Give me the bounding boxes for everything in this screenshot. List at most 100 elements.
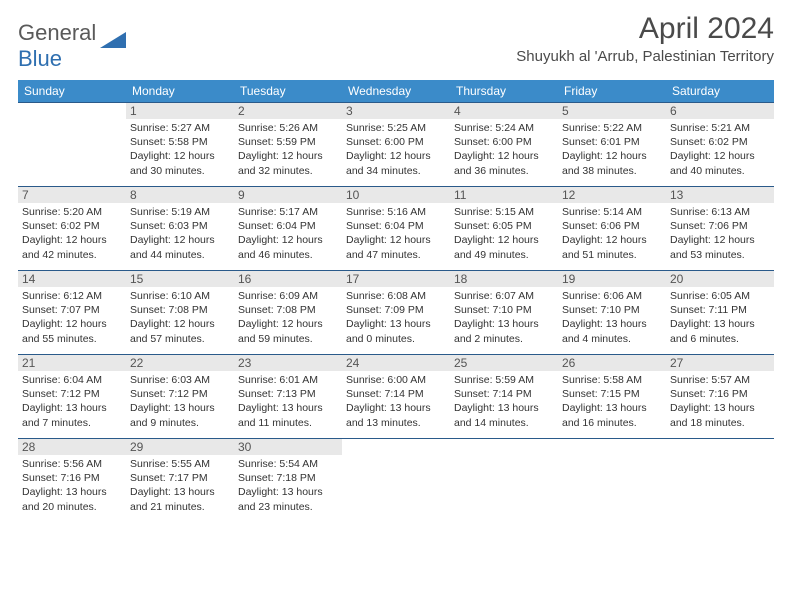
calendar-cell: 28Sunrise: 5:56 AMSunset: 7:16 PMDayligh… <box>18 439 126 523</box>
sunset-text: Sunset: 7:16 PM <box>670 387 770 401</box>
calendar-cell: 27Sunrise: 5:57 AMSunset: 7:16 PMDayligh… <box>666 355 774 439</box>
calendar-row: 1 Sunrise: 5:27 AMSunset: 5:58 PMDaylight… <box>18 103 774 187</box>
daylight-text: Daylight: 12 hours <box>238 317 338 331</box>
day-header: Tuesday <box>234 80 342 103</box>
day-details: Sunrise: 5:58 AMSunset: 7:15 PMDaylight:… <box>562 373 662 430</box>
day-details: Sunrise: 5:16 AMSunset: 6:04 PMDaylight:… <box>346 205 446 262</box>
sunrise-text: Sunrise: 5:19 AM <box>130 205 230 219</box>
calendar-cell: 19 Sunrise: 6:06 AMSunset: 7:10 PMDayligh… <box>558 271 666 355</box>
calendar-cell: 26 Sunrise: 5:58 AMSunset: 7:15 PMDayligh… <box>558 355 666 439</box>
daylight-text: and 51 minutes. <box>562 248 662 262</box>
daylight-text: and 23 minutes. <box>238 500 338 514</box>
day-details: Sunrise: 5:19 AMSunset: 6:03 PMDaylight:… <box>130 205 230 262</box>
daylight-text: and 2 minutes. <box>454 332 554 346</box>
daylight-text: Daylight: 12 hours <box>130 149 230 163</box>
day-number: 19 <box>558 271 666 287</box>
day-details: Sunrise: 5:55 AMSunset: 7:17 PMDaylight:… <box>130 457 230 514</box>
calendar-cell: 3Sunrise: 5:25 AMSunset: 6:00 PMDaylight… <box>342 103 450 187</box>
day-number: 14 <box>18 271 126 287</box>
sunset-text: Sunset: 6:06 PM <box>562 219 662 233</box>
calendar-cell: 15 Sunrise: 6:10 AMSunset: 7:08 PMDayligh… <box>126 271 234 355</box>
sunset-text: Sunset: 7:14 PM <box>346 387 446 401</box>
daylight-text: and 0 minutes. <box>346 332 446 346</box>
month-title: April 2024 <box>516 12 774 46</box>
day-details: Sunrise: 5:27 AMSunset: 5:58 PMDaylight:… <box>130 121 230 178</box>
day-details: Sunrise: 6:00 AMSunset: 7:14 PMDaylight:… <box>346 373 446 430</box>
day-header: Friday <box>558 80 666 103</box>
calendar-row: 28Sunrise: 5:56 AMSunset: 7:16 PMDayligh… <box>18 439 774 523</box>
day-number: 23 <box>234 355 342 371</box>
day-number: 4 <box>450 103 558 119</box>
day-number: 20 <box>666 271 774 287</box>
day-details: Sunrise: 6:10 AMSunset: 7:08 PMDaylight:… <box>130 289 230 346</box>
calendar-cell: 8Sunrise: 5:19 AMSunset: 6:03 PMDaylight… <box>126 187 234 271</box>
daylight-text: Daylight: 13 hours <box>670 401 770 415</box>
day-number: 15 <box>126 271 234 287</box>
sunset-text: Sunset: 6:04 PM <box>238 219 338 233</box>
sunrise-text: Sunrise: 6:04 AM <box>22 373 122 387</box>
calendar-row: 21Sunrise: 6:04 AMSunset: 7:12 PMDayligh… <box>18 355 774 439</box>
daylight-text: Daylight: 12 hours <box>238 233 338 247</box>
calendar-cell: 23Sunrise: 6:01 AMSunset: 7:13 PMDayligh… <box>234 355 342 439</box>
day-number: 18 <box>450 271 558 287</box>
daylight-text: Daylight: 13 hours <box>346 317 446 331</box>
calendar-cell: 24Sunrise: 6:00 AMSunset: 7:14 PMDayligh… <box>342 355 450 439</box>
calendar-cell: 11Sunrise: 5:15 AMSunset: 6:05 PMDayligh… <box>450 187 558 271</box>
daylight-text: and 6 minutes. <box>670 332 770 346</box>
logo-triangle-icon <box>100 30 126 55</box>
day-number: 26 <box>558 355 666 371</box>
sunset-text: Sunset: 7:14 PM <box>454 387 554 401</box>
day-details: Sunrise: 6:12 AMSunset: 7:07 PMDaylight:… <box>22 289 122 346</box>
daylight-text: Daylight: 13 hours <box>238 401 338 415</box>
daylight-text: Daylight: 12 hours <box>22 317 122 331</box>
sunset-text: Sunset: 7:08 PM <box>130 303 230 317</box>
day-number: 30 <box>234 439 342 455</box>
calendar-cell: 6Sunrise: 5:21 AMSunset: 6:02 PMDaylight… <box>666 103 774 187</box>
day-number: 2 <box>234 103 342 119</box>
daylight-text: and 55 minutes. <box>22 332 122 346</box>
day-number: 5 <box>558 103 666 119</box>
daylight-text: Daylight: 12 hours <box>562 233 662 247</box>
calendar-cell: 14 Sunrise: 6:12 AMSunset: 7:07 PMDayligh… <box>18 271 126 355</box>
calendar-cell: 21Sunrise: 6:04 AMSunset: 7:12 PMDayligh… <box>18 355 126 439</box>
daylight-text: and 38 minutes. <box>562 164 662 178</box>
daylight-text: and 53 minutes. <box>670 248 770 262</box>
day-details: Sunrise: 6:06 AMSunset: 7:10 PMDaylight:… <box>562 289 662 346</box>
day-number: 17 <box>342 271 450 287</box>
sunset-text: Sunset: 6:01 PM <box>562 135 662 149</box>
day-number: 12 <box>558 187 666 203</box>
day-number: 7 <box>18 187 126 203</box>
daylight-text: Daylight: 12 hours <box>346 233 446 247</box>
day-header-row: Sunday Monday Tuesday Wednesday Thursday… <box>18 80 774 103</box>
day-number: 22 <box>126 355 234 371</box>
logo-word1: General <box>18 20 96 45</box>
day-number: 21 <box>18 355 126 371</box>
daylight-text: Daylight: 13 hours <box>562 401 662 415</box>
daylight-text: Daylight: 12 hours <box>670 233 770 247</box>
sunset-text: Sunset: 7:06 PM <box>670 219 770 233</box>
day-details: Sunrise: 5:17 AMSunset: 6:04 PMDaylight:… <box>238 205 338 262</box>
calendar-cell: 10Sunrise: 5:16 AMSunset: 6:04 PMDayligh… <box>342 187 450 271</box>
daylight-text: and 21 minutes. <box>130 500 230 514</box>
sunrise-text: Sunrise: 5:15 AM <box>454 205 554 219</box>
day-details: Sunrise: 6:08 AMSunset: 7:09 PMDaylight:… <box>346 289 446 346</box>
calendar-cell: 22 Sunrise: 6:03 AMSunset: 7:12 PMDayligh… <box>126 355 234 439</box>
daylight-text: Daylight: 13 hours <box>670 317 770 331</box>
daylight-text: Daylight: 12 hours <box>238 149 338 163</box>
daylight-text: and 34 minutes. <box>346 164 446 178</box>
day-details: Sunrise: 6:03 AMSunset: 7:12 PMDaylight:… <box>130 373 230 430</box>
daylight-text: and 16 minutes. <box>562 416 662 430</box>
calendar-row: 14 Sunrise: 6:12 AMSunset: 7:07 PMDayligh… <box>18 271 774 355</box>
daylight-text: Daylight: 13 hours <box>22 485 122 499</box>
day-number: 1 <box>126 103 234 119</box>
sunset-text: Sunset: 7:09 PM <box>346 303 446 317</box>
calendar-cell <box>558 439 666 523</box>
sunrise-text: Sunrise: 6:08 AM <box>346 289 446 303</box>
sunset-text: Sunset: 6:00 PM <box>454 135 554 149</box>
day-number: 9 <box>234 187 342 203</box>
logo-word2: Blue <box>18 46 62 71</box>
calendar-cell: 18Sunrise: 6:07 AMSunset: 7:10 PMDayligh… <box>450 271 558 355</box>
day-details: Sunrise: 5:25 AMSunset: 6:00 PMDaylight:… <box>346 121 446 178</box>
daylight-text: Daylight: 13 hours <box>130 485 230 499</box>
daylight-text: Daylight: 12 hours <box>454 233 554 247</box>
